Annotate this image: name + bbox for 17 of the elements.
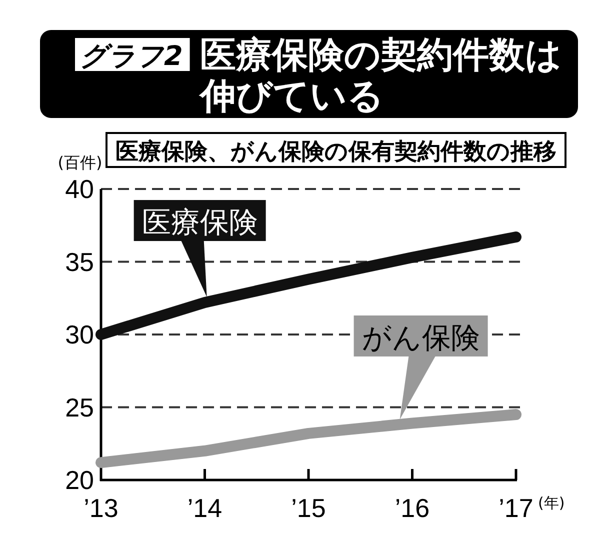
series-label: 医療保険 <box>142 205 258 240</box>
x-axis-title: (年) <box>538 494 565 512</box>
x-tick-label: ’16 <box>394 493 430 523</box>
x-tick-label: ’17 <box>498 493 534 523</box>
y-tick-label: 35 <box>65 246 94 277</box>
y-tick-label: 25 <box>65 392 94 422</box>
text: がん保険 <box>362 320 480 354</box>
x-tick-label: ’14 <box>187 493 222 523</box>
x-tick-label: ’15 <box>291 493 326 523</box>
chart-title: 医療保険の契約件数は伸びている <box>198 35 562 117</box>
y-tick-label: 20 <box>65 465 94 495</box>
y-axis-title: (百件) <box>58 153 102 172</box>
chart-subtitle: 医療保険、がん保険の保有契約件数の推移 <box>116 138 556 165</box>
x-tick-label: ’13 <box>84 493 118 523</box>
y-tick-label: 40 <box>65 174 94 204</box>
text: グラフ2 <box>80 41 183 72</box>
y-tick-label: 30 <box>65 320 94 350</box>
